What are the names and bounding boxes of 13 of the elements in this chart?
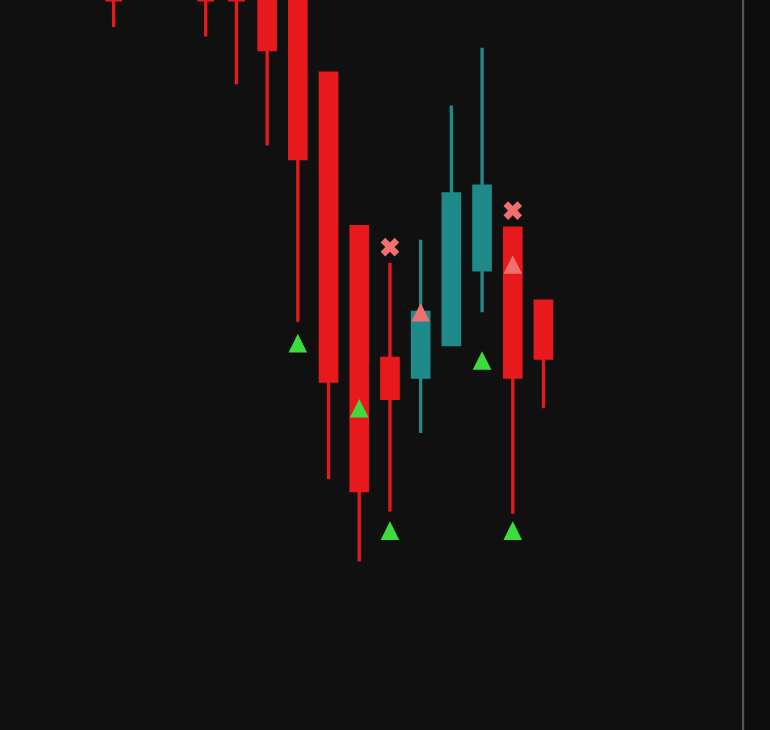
point [411,302,430,322]
point [380,237,400,257]
candlestick [226,0,247,86]
candlestick [103,0,124,29]
point [503,521,523,540]
point [472,351,492,370]
candlestick [380,261,400,514]
point [503,255,523,274]
point [503,201,523,220]
candlestick [195,0,216,39]
point [288,333,308,353]
point [380,521,400,540]
point [349,398,369,418]
